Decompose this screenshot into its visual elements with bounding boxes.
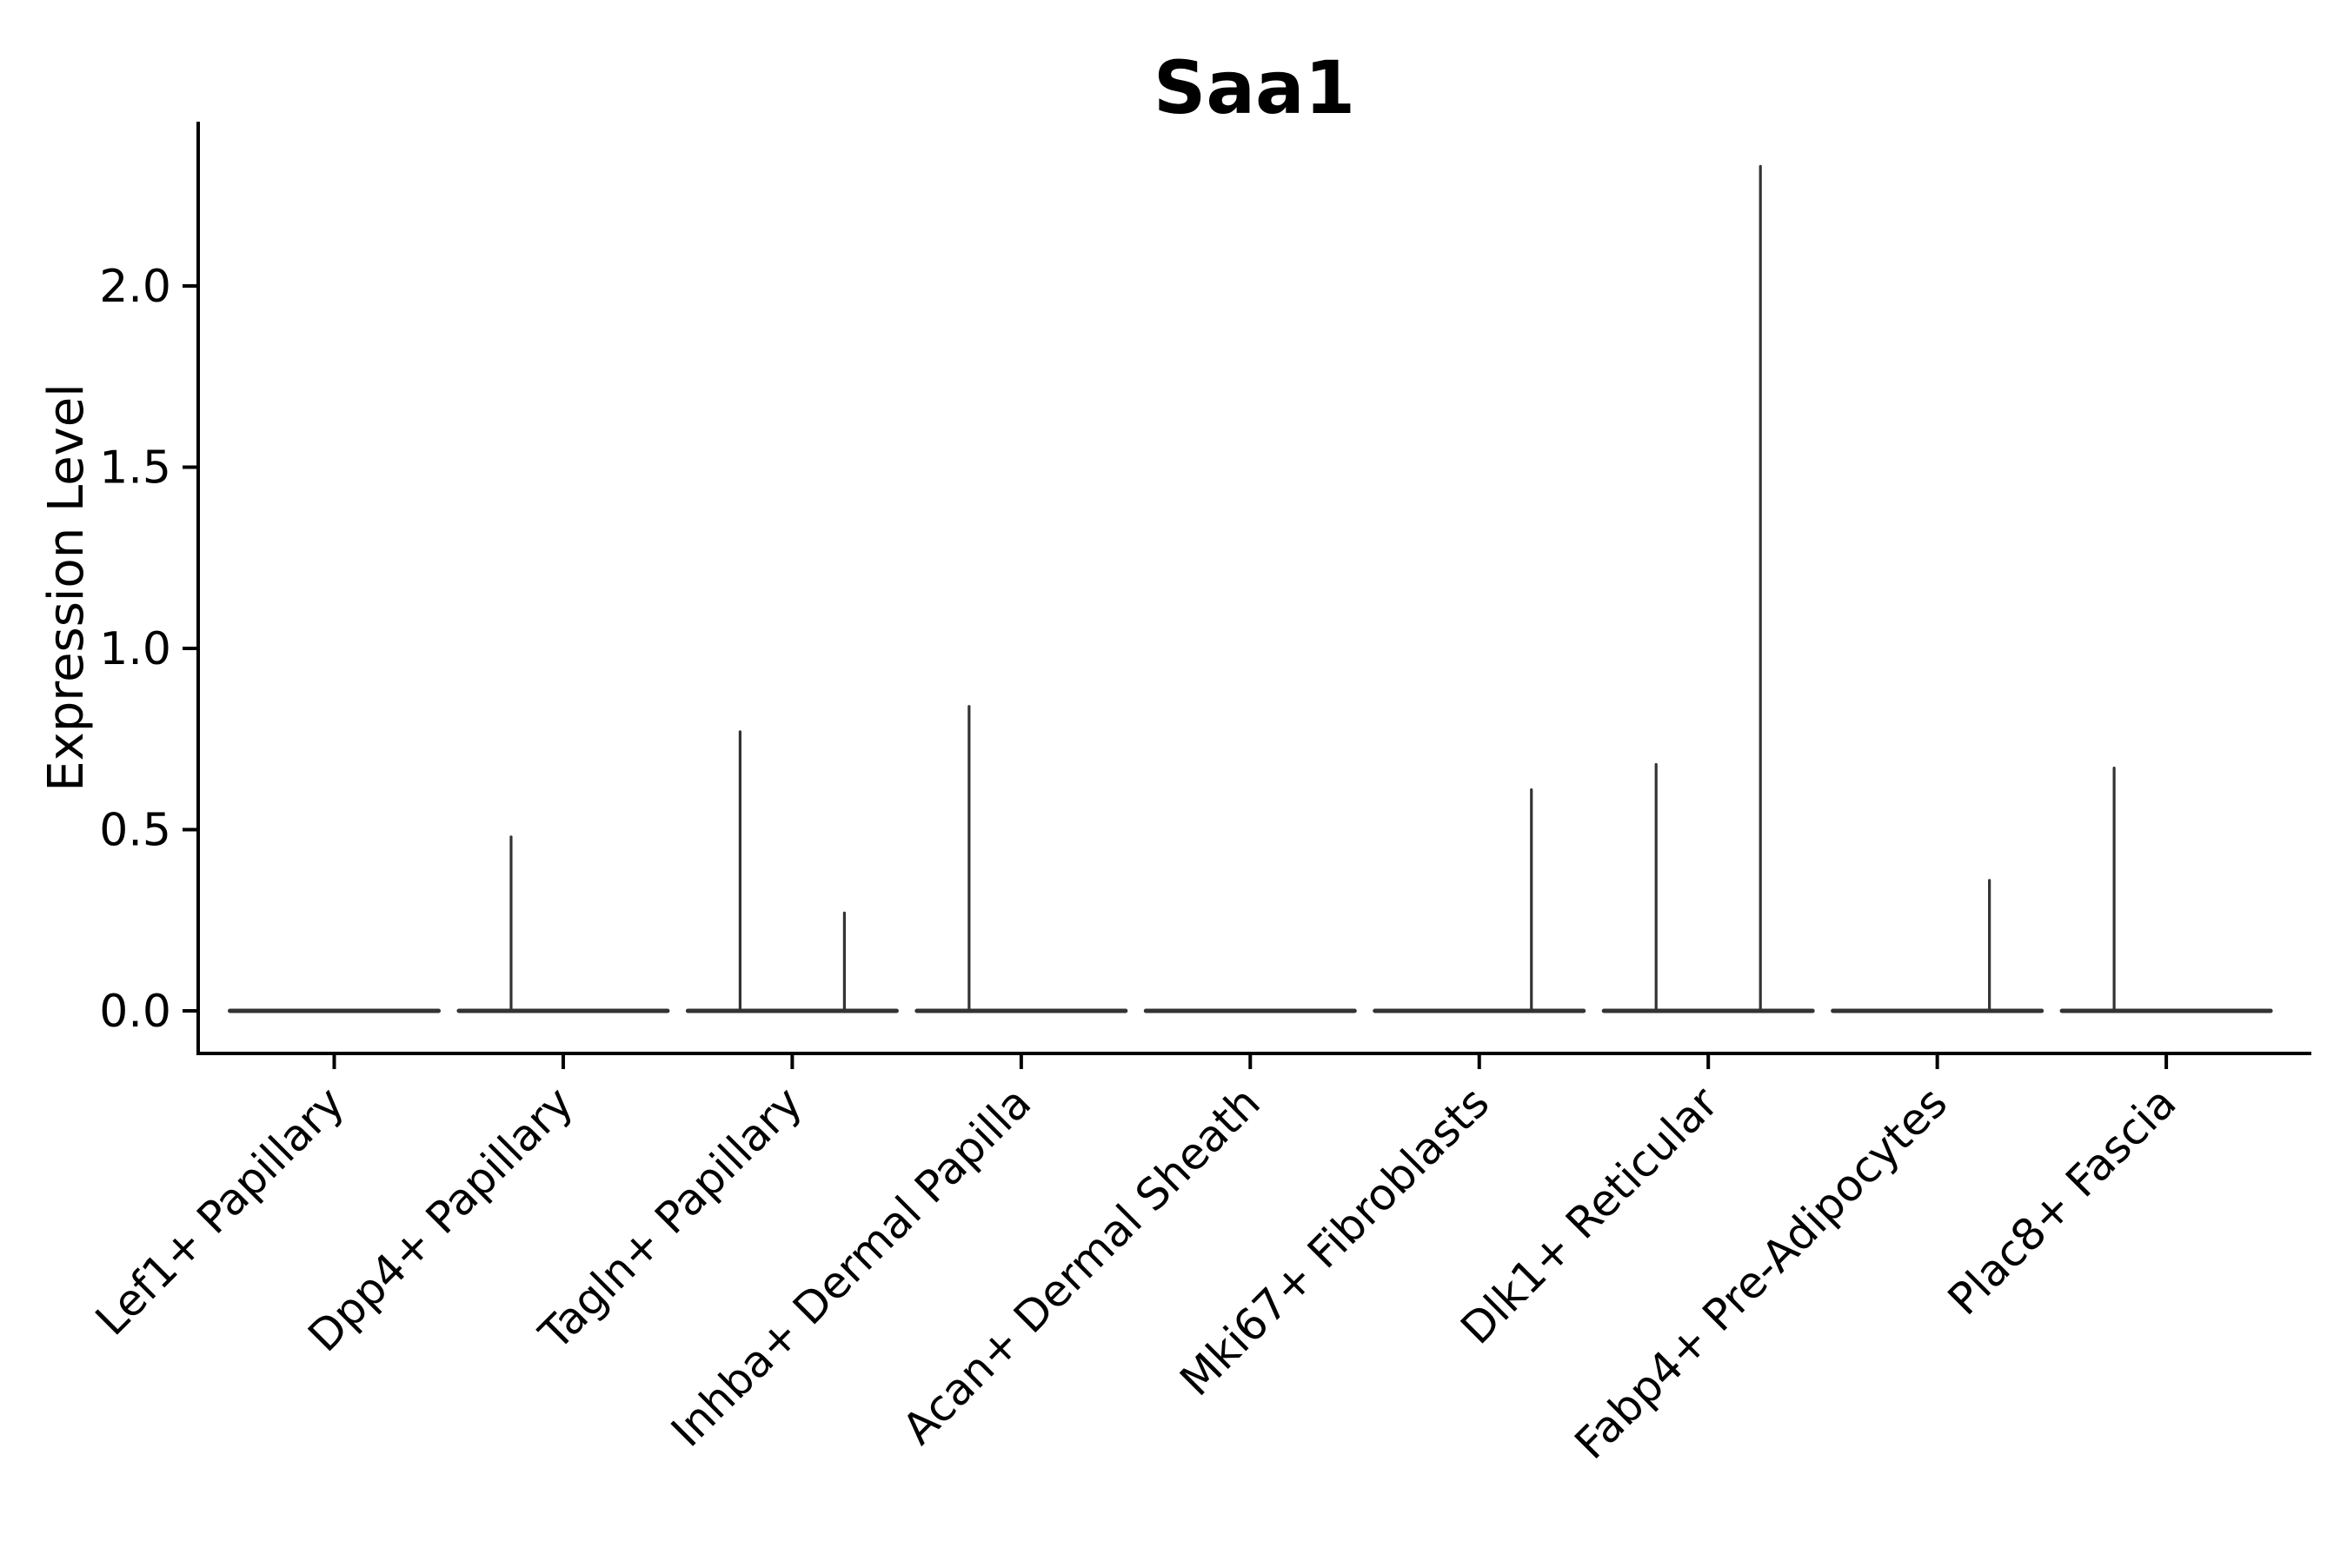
violins-layer (228, 164, 2273, 1013)
chart-title: Saa1 (1154, 45, 1355, 130)
x-tick-label: Lef1+ Papillary (86, 1077, 354, 1345)
x-tick-label: Plac8+ Fascia (1938, 1077, 2186, 1325)
y-tick-label: 0.5 (99, 805, 171, 857)
y-tick-label: 0.0 (99, 986, 171, 1038)
y-tick-label: 1.5 (99, 442, 171, 495)
y-ticks-layer: 0.0 0.5 1.0 1.5 2.0 (99, 261, 198, 1038)
axes-spines (196, 122, 2311, 1055)
y-tick-label: 2.0 (99, 261, 171, 313)
y-axis-label: Expression Level (38, 383, 95, 792)
x-tick-label: Fabp4+ Pre-Adipocytes (1566, 1077, 1958, 1469)
y-tick-label: 1.0 (99, 623, 171, 675)
